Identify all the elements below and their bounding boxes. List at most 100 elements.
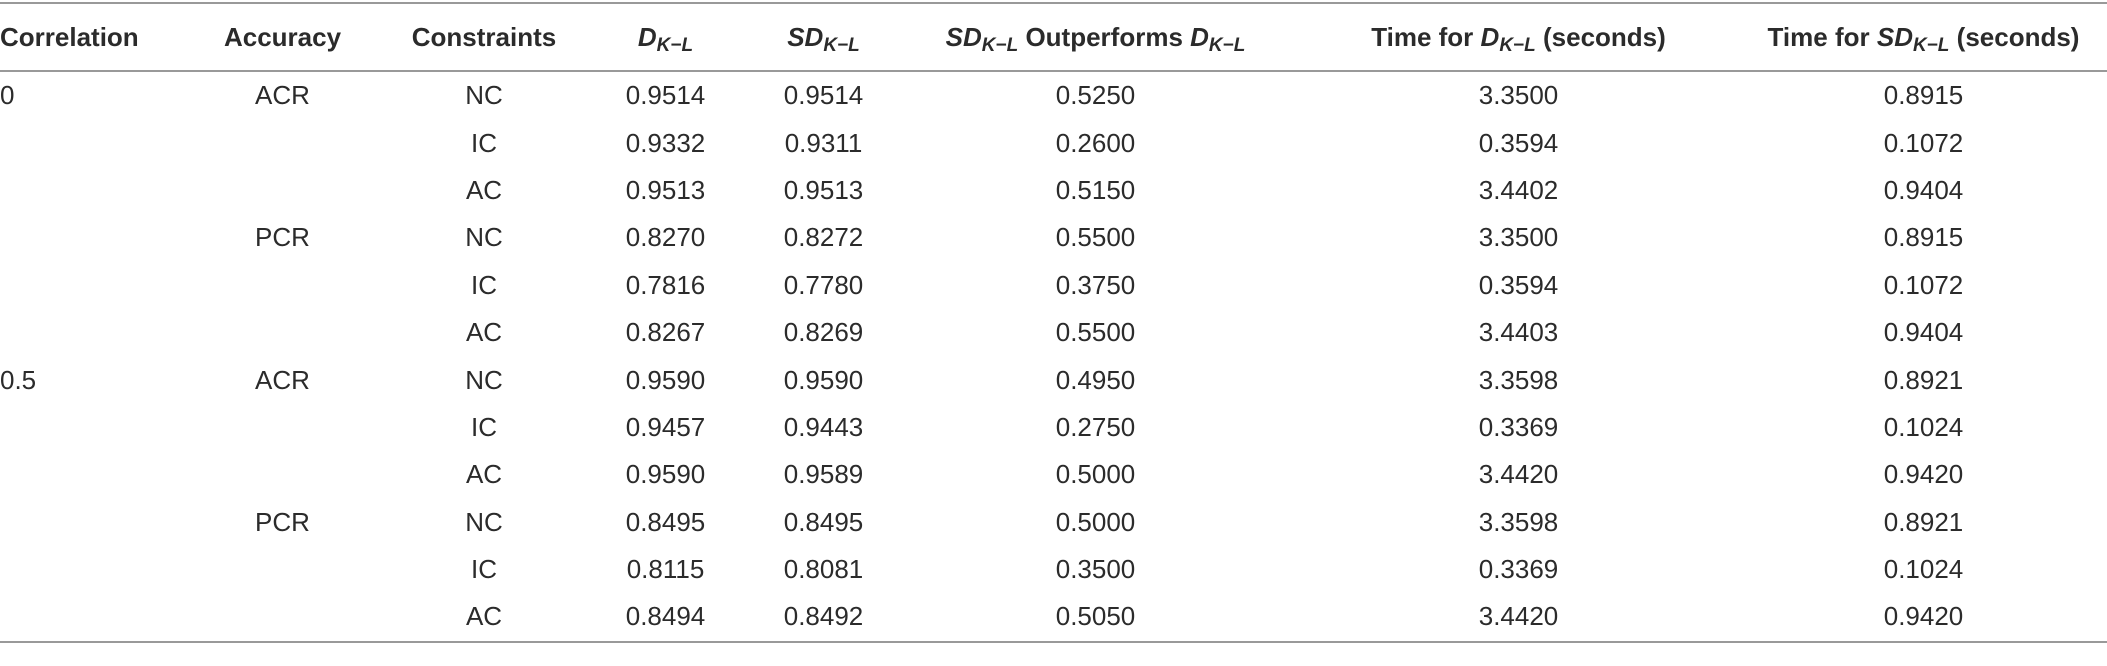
cell-text: NC: [465, 506, 503, 537]
cell-text: 3.3500: [1478, 222, 1559, 253]
cell-text: 0.1072: [1883, 127, 1964, 158]
table-cell: 0.5000: [894, 451, 1297, 498]
header-text: (seconds): [1542, 21, 1666, 52]
table-cell: 0.9311: [753, 119, 894, 166]
cell-text: 3.4403: [1478, 317, 1559, 348]
header-cell: DK−L: [578, 2, 753, 72]
cell-text: 0.9404: [1883, 317, 1964, 348]
table-cell: [175, 167, 390, 214]
cell-text: 3.3598: [1478, 364, 1559, 395]
cell-text: 0.5050: [1055, 601, 1136, 632]
cell-text: NC: [465, 222, 503, 253]
table-cell: 0.1072: [1740, 262, 2107, 309]
cell-text: 3.4402: [1478, 174, 1559, 205]
table-cell: 0.8270: [578, 214, 753, 261]
cell-text: 0.8495: [783, 506, 864, 537]
math-subscript: K−L: [1912, 34, 1950, 56]
table-cell: 0.2750: [894, 404, 1297, 451]
table-cell: [0, 404, 175, 451]
table-cell: 3.4420: [1297, 451, 1740, 498]
cell-text: 0.5000: [1055, 506, 1136, 537]
table-cell: [0, 593, 175, 643]
table-cell: [175, 309, 390, 356]
table-cell: 0.2600: [894, 119, 1297, 166]
cell-text: 0: [0, 80, 15, 111]
table-cell: NC: [390, 71, 578, 119]
cell-text: 3.4420: [1478, 601, 1559, 632]
math-subscript: K−L: [1208, 34, 1246, 56]
cell-text: 0.9589: [783, 459, 864, 490]
cell-text: AC: [465, 459, 503, 490]
cell-text: 0.9420: [1883, 459, 1964, 490]
table-cell: PCR: [175, 499, 390, 546]
cell-text: 3.3500: [1478, 80, 1559, 111]
cell-text: AC: [465, 174, 503, 205]
table-cell: NC: [390, 214, 578, 261]
cell-text: 0.2750: [1055, 411, 1136, 442]
header-cell: Time for DK−L (seconds): [1297, 2, 1740, 72]
table-row: AC 0.8267 0.8269 0.5500 3.4403 0.9404: [0, 309, 2107, 356]
cell-text: 0.8115: [626, 554, 705, 585]
table-cell: 0.5500: [894, 214, 1297, 261]
cell-text: 0.8915: [1883, 80, 1964, 111]
header-text: Correlation: [0, 21, 139, 52]
table-cell: 0.4950: [894, 356, 1297, 403]
table-cell: 0.5: [0, 356, 175, 403]
cell-text: 0.3594: [1478, 127, 1559, 158]
cell-text: 0.5500: [1055, 222, 1136, 253]
cell-text: 0.9590: [625, 364, 706, 395]
table-cell: AC: [390, 451, 578, 498]
cell-text: 0.8270: [625, 222, 706, 253]
table-cell: AC: [390, 167, 578, 214]
table-row: IC 0.8115 0.8081 0.3500 0.3369 0.1024: [0, 546, 2107, 593]
header-cell: Constraints: [390, 2, 578, 72]
math-symbol: SD: [1876, 21, 1913, 52]
header-cell: SDK−L Outperforms DK−L: [894, 2, 1297, 72]
table-cell: [0, 499, 175, 546]
cell-text: 0.5000: [1055, 459, 1136, 490]
cell-text: 0.5: [0, 364, 37, 395]
cell-text: 0.7780: [783, 269, 864, 300]
table-cell: 0.8495: [578, 499, 753, 546]
header-text: Constraints: [411, 21, 557, 52]
table-cell: 0.7816: [578, 262, 753, 309]
table-cell: 3.3598: [1297, 499, 1740, 546]
table-cell: 0.8921: [1740, 356, 2107, 403]
header-text: Time for: [1767, 21, 1870, 52]
table-cell: [175, 262, 390, 309]
table-cell: 0.5150: [894, 167, 1297, 214]
cell-text: IC: [471, 127, 497, 158]
cell-text: 0.8915: [1883, 222, 1964, 253]
table-row: AC 0.9513 0.9513 0.5150 3.4402 0.9404: [0, 167, 2107, 214]
cell-text: 0.9420: [1883, 601, 1964, 632]
cell-text: IC: [471, 554, 497, 585]
table-cell: NC: [390, 499, 578, 546]
table-cell: 0.9404: [1740, 167, 2107, 214]
cell-text: 0.9513: [783, 174, 864, 205]
table-cell: 0.1024: [1740, 546, 2107, 593]
math-subscript: K−L: [1499, 34, 1536, 56]
cell-text: NC: [465, 80, 503, 111]
cell-text: 0.3750: [1055, 269, 1136, 300]
cell-text: 0.9443: [783, 411, 864, 442]
header-cell: SDK−L: [753, 2, 894, 72]
table-cell: IC: [390, 119, 578, 166]
table-cell: 0.3369: [1297, 546, 1740, 593]
cell-text: 0.1072: [1883, 269, 1964, 300]
table-cell: 0.9590: [578, 356, 753, 403]
cell-text: 0.4950: [1055, 364, 1136, 395]
results-table: Correlation Accuracy Constraints DK−L SDK−L S…: [0, 2, 2107, 643]
header-cell: Accuracy: [175, 2, 390, 72]
table-cell: IC: [390, 404, 578, 451]
table-cell: 0.8492: [753, 593, 894, 643]
cell-text: 0.1024: [1883, 554, 1964, 585]
cell-text: ACR: [255, 364, 310, 395]
table-cell: 0.9514: [578, 71, 753, 119]
table-cell: ACR: [175, 71, 390, 119]
table-cell: 0.5000: [894, 499, 1297, 546]
cell-text: 3.4420: [1478, 459, 1559, 490]
table-cell: 0.8495: [753, 499, 894, 546]
math-subscript: K−L: [656, 34, 694, 56]
table-cell: IC: [390, 546, 578, 593]
